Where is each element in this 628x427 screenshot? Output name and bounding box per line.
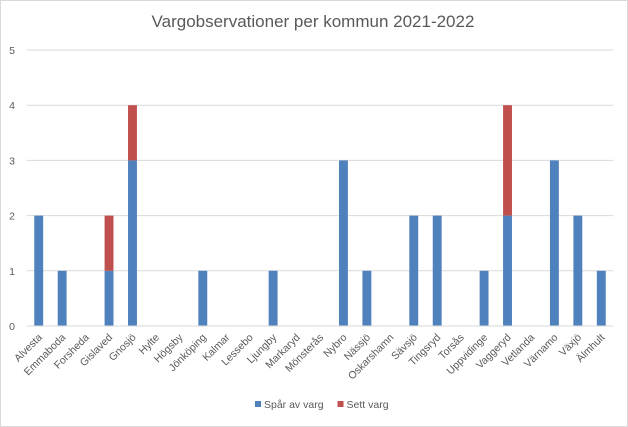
bar-spar-19: [479, 270, 489, 326]
bar-spar-4: [128, 160, 137, 326]
bar-sett-3: [104, 215, 114, 271]
bar-sett-4: [128, 105, 137, 161]
x-axis: AlvestaEmmabodaForshedaGislavedGnosjöHyl…: [12, 325, 613, 382]
bar-spar-14: [362, 270, 372, 326]
legend-swatch-1: [337, 401, 344, 407]
legend-swatch-0: [255, 401, 261, 407]
legend: Spår av varg Sett varg: [255, 399, 389, 411]
y-tick-label: 3: [9, 155, 15, 167]
bar-spar-1: [57, 270, 67, 326]
y-axis: 0 1 2 3 4 5: [9, 45, 15, 333]
y-tick-label: 4: [9, 100, 15, 112]
bar-spar-0: [34, 215, 44, 326]
bar-spar-20: [503, 215, 512, 326]
bar-spar-16: [409, 215, 419, 326]
legend-label-0: Spår av varg: [264, 399, 324, 411]
bar-spar-10: [268, 270, 278, 326]
chart-title: Vargobservationer per kommun 2021-2022: [152, 12, 475, 31]
bar-spar-7: [198, 270, 208, 326]
bar-spar-24: [596, 270, 606, 326]
y-tick-label: 1: [9, 266, 15, 278]
bars: [34, 105, 606, 326]
bar-spar-22: [549, 160, 559, 326]
x-tick-label: Gnosjö: [107, 332, 139, 364]
y-tick-label: 5: [9, 45, 15, 57]
bar-spar-23: [573, 215, 583, 326]
bar-sett-20: [503, 105, 512, 216]
legend-label-1: Sett varg: [347, 399, 389, 411]
bar-spar-13: [338, 160, 348, 326]
y-tick-label: 2: [9, 211, 15, 223]
gridlines: [27, 49, 613, 272]
y-tick-label: 0: [9, 321, 15, 333]
bar-spar-3: [104, 270, 114, 326]
bar-spar-17: [432, 215, 442, 326]
